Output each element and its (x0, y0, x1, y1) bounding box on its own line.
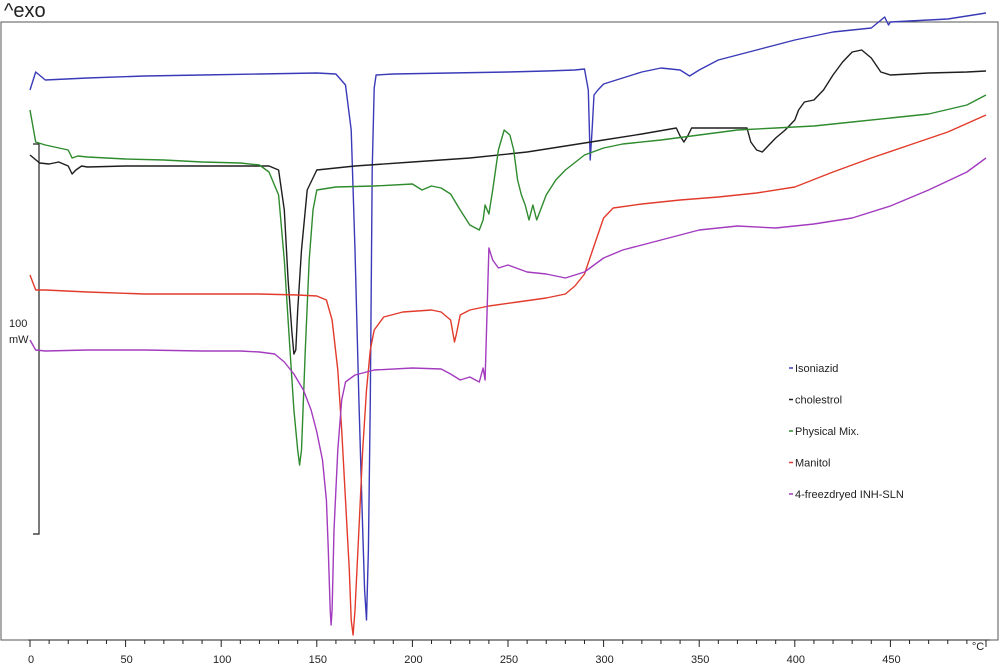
scale-bar-bracket (33, 143, 40, 535)
x-tick-label: 350 (691, 654, 709, 666)
series-line-4 (29, 114, 987, 636)
scale-bar-value: 100 (9, 318, 27, 330)
x-tick-label: 150 (309, 654, 327, 666)
series-line-3 (29, 94, 987, 466)
x-axis: 0 50 100 150 200 250 300 350 400 450 °C (28, 639, 990, 666)
legend: Isoniazid cholestrol Physical Mix. Manitol 4… (789, 363, 904, 501)
legend-label: Manitol (795, 458, 830, 470)
legend-label: Isoniazid (795, 363, 838, 375)
x-tick-label: 250 (500, 654, 518, 666)
x-tick-label: 200 (404, 654, 422, 666)
x-tick-label: 450 (882, 654, 900, 666)
series-line-5 (29, 157, 987, 626)
scale-bar-unit: mW (9, 334, 29, 346)
legend-label: cholestrol (795, 395, 842, 407)
x-tick-label: 300 (595, 654, 613, 666)
series-lines (29, 12, 987, 636)
x-tick-label: 50 (120, 654, 132, 666)
scale-bar: 100 mW (9, 143, 40, 535)
x-tick-label: 0 (28, 654, 34, 666)
exo-direction-label: ^exo (4, 0, 46, 22)
plot-frame (0, 21, 999, 641)
x-tick-label: 400 (787, 654, 805, 666)
legend-label: Physical Mix. (795, 426, 859, 438)
legend-label: 4-freezdryed INH-SLN (795, 489, 904, 501)
x-axis-unit: °C (972, 641, 984, 653)
series-line-2 (29, 49, 987, 355)
x-tick-label: 100 (213, 654, 231, 666)
series-line-1 (29, 12, 987, 621)
